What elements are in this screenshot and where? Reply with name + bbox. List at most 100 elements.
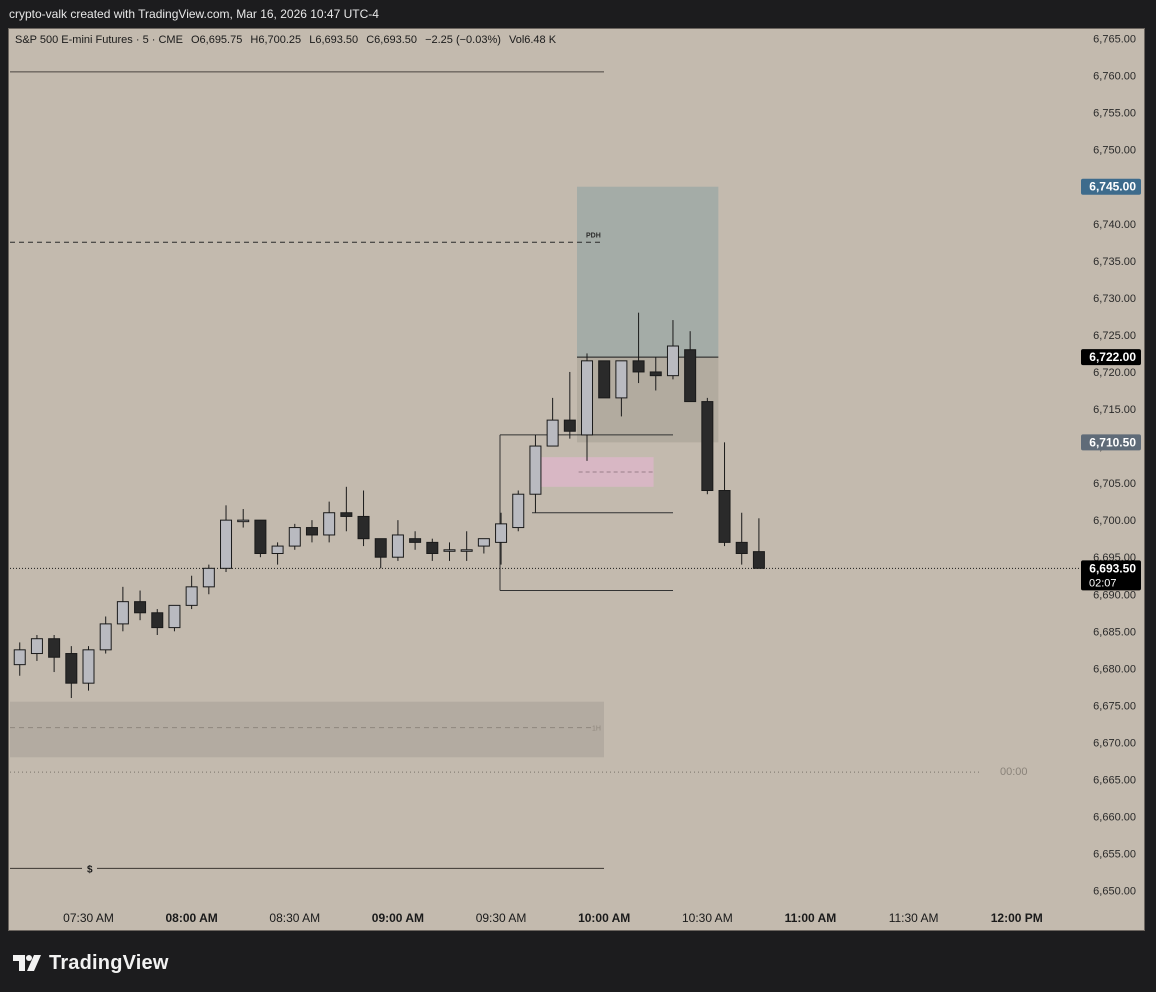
bear-candle — [701, 401, 714, 492]
bear-candle — [48, 638, 61, 658]
bear-candle — [357, 515, 370, 540]
bull-candle — [220, 519, 233, 569]
y-tick-label: 6,650.00 — [1093, 886, 1136, 898]
bear-candle — [718, 490, 731, 543]
bull-candle — [116, 601, 129, 625]
y-tick-label: 6,670.00 — [1093, 737, 1136, 749]
price-badge-label: 6,722.00 — [1089, 350, 1136, 364]
volume-value: Vol6.48 K — [508, 34, 557, 46]
y-tick-label: 6,755.00 — [1093, 108, 1136, 120]
ohlc-close: C6,693.50 — [366, 34, 417, 46]
y-tick-label: 6,700.00 — [1093, 515, 1136, 527]
bull-candle — [443, 549, 456, 552]
bull-candle — [460, 549, 473, 552]
chart-caption: crypto-valk created with TradingView.com… — [9, 7, 379, 21]
x-tick-label: 11:00 AM — [785, 911, 837, 925]
y-tick-label: 6,660.00 — [1093, 812, 1136, 824]
ohlc-low: L6,693.50 — [309, 34, 359, 46]
bull-candle — [323, 512, 336, 536]
y-tick-label: 6,675.00 — [1093, 700, 1136, 712]
symbol-legend: S&P 500 E-mini Futures · 5 · CME O6,695.… — [15, 34, 561, 46]
bear-candle — [305, 527, 318, 536]
x-tick-label: 10:00 AM — [578, 911, 630, 925]
price-chart[interactable]: 1H PDH $00:00 6,765.00 6,760.00 6,755.00 6,750… — [0, 0, 1156, 932]
y-tick-label: 6,655.00 — [1093, 849, 1136, 861]
bear-candle — [632, 360, 645, 373]
lower-zone-box — [10, 701, 604, 758]
y-tick-label: 6,705.00 — [1093, 478, 1136, 490]
y-tick-label: 6,680.00 — [1093, 663, 1136, 675]
price-badge — [1081, 560, 1141, 591]
x-tick-label: 07:30 AM — [63, 911, 114, 925]
bull-candle — [495, 523, 508, 543]
tradingview-brand[interactable]: TradingView — [12, 950, 169, 976]
dollar-level-label: $ — [87, 864, 93, 875]
y-tick-label: 6,665.00 — [1093, 775, 1136, 787]
bear-candle — [409, 538, 422, 543]
y-tick-label: 6,685.00 — [1093, 626, 1136, 638]
y-tick-label: 6,750.00 — [1093, 145, 1136, 157]
bull-candle — [99, 623, 112, 651]
countdown-label: 02:07 — [1089, 577, 1117, 589]
y-tick-label: 6,740.00 — [1093, 219, 1136, 231]
x-tick-label: 10:30 AM — [682, 911, 733, 925]
y-tick-label: 6,730.00 — [1093, 293, 1136, 305]
bull-candle — [391, 534, 404, 558]
price-badge-label: 6,693.50 — [1089, 561, 1136, 575]
bear-candle — [563, 419, 576, 432]
bear-candle — [134, 601, 147, 614]
bull-candle — [615, 360, 628, 399]
bull-candle — [581, 360, 594, 436]
bear-candle — [649, 371, 662, 377]
ohlc-change: −2.25 (−0.03%) — [425, 34, 501, 46]
bull-candle — [529, 445, 542, 495]
bear-candle — [340, 512, 353, 517]
bull-candle — [546, 419, 559, 447]
footer-bar: TradingView — [0, 932, 1156, 992]
bull-candle — [168, 604, 181, 629]
y-tick-label: 6,760.00 — [1093, 71, 1136, 83]
bull-candle — [271, 545, 284, 554]
tradingview-logo-icon — [13, 955, 41, 971]
bull-candle — [237, 519, 250, 523]
price-badge — [1081, 349, 1141, 366]
bear-candle — [598, 360, 611, 399]
y-tick-label: 6,715.00 — [1093, 404, 1136, 416]
y-tick-label: 6,720.00 — [1093, 367, 1136, 379]
bull-candle — [30, 638, 43, 655]
x-tick-label: 12:00 PM — [991, 911, 1043, 925]
y-tick-label: 6,690.00 — [1093, 589, 1136, 601]
bull-candle — [512, 493, 525, 529]
midnight-label: 00:00 — [1000, 766, 1028, 778]
price-badge — [1081, 178, 1141, 195]
y-tick-label: 6,735.00 — [1093, 256, 1136, 268]
pdh-label: PDH — [586, 232, 601, 239]
symbol-name[interactable]: S&P 500 E-mini Futures · 5 · CME — [15, 34, 183, 46]
bear-candle — [752, 551, 765, 569]
ohlc-high: H6,700.25 — [250, 34, 302, 46]
bull-candle — [13, 649, 26, 666]
ohlc-open: O6,695.75 — [190, 34, 243, 46]
x-tick-label: 11:30 AM — [889, 911, 939, 925]
x-tick-label: 09:30 AM — [476, 911, 527, 925]
top-caption-bar: crypto-valk created with TradingView.com… — [0, 0, 1156, 30]
bear-candle — [254, 519, 267, 554]
bear-candle — [65, 653, 78, 684]
bear-candle — [151, 612, 164, 629]
bull-candle — [185, 586, 198, 606]
bear-candle — [735, 541, 748, 554]
bear-candle — [374, 538, 387, 558]
bear-candle — [684, 349, 697, 403]
price-badge — [1081, 434, 1141, 451]
one-hour-label: 1H — [592, 726, 601, 733]
bull-candle — [288, 527, 301, 547]
bull-candle — [202, 567, 215, 588]
price-badge-label: 6,710.50 — [1089, 435, 1136, 449]
bull-candle — [82, 649, 95, 684]
brand-name: TradingView — [49, 951, 169, 974]
x-tick-label: 08:00 AM — [166, 911, 218, 925]
x-tick-label: 08:30 AM — [269, 911, 320, 925]
bull-candle — [666, 345, 679, 377]
bull-candle — [477, 538, 490, 547]
y-tick-label: 6,725.00 — [1093, 330, 1136, 342]
